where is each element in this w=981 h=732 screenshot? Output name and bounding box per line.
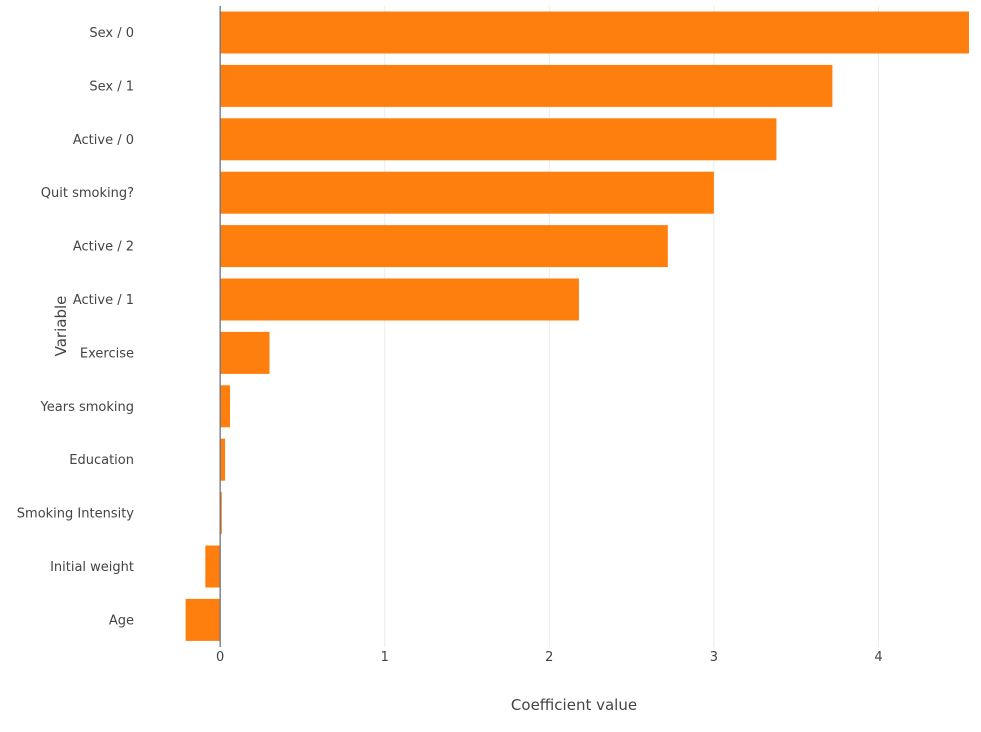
- x-tick-label-4: 4: [874, 650, 882, 665]
- bar-initial-weight: [205, 545, 221, 588]
- bar-sex-1: [220, 64, 833, 107]
- x-tick-label-0: 0: [216, 650, 224, 665]
- bar-education: [220, 438, 226, 481]
- y-tick-label-smoking-intensity: Smoking Intensity: [17, 507, 135, 522]
- bar-exercise: [220, 331, 270, 374]
- bars: [185, 11, 970, 641]
- y-tick-label-sex-0: Sex / 0: [89, 26, 134, 41]
- y-tick-label-years-smoking: Years smoking: [40, 400, 134, 415]
- x-tick-label-3: 3: [710, 650, 718, 665]
- y-tick-label-education: Education: [69, 453, 134, 468]
- bar-quit-smoking: [220, 171, 714, 214]
- y-tick-label-initial-weight: Initial weight: [50, 560, 134, 575]
- x-axis-title: Coefficient value: [511, 696, 637, 714]
- bar-age: [185, 598, 221, 641]
- bar-active-2: [220, 225, 668, 268]
- y-tick-label-exercise: Exercise: [80, 346, 134, 361]
- bar-active-0: [220, 118, 777, 161]
- y-axis-title: Variable: [52, 296, 70, 357]
- y-tick-label-active-2: Active / 2: [73, 240, 134, 255]
- y-tick-label-active-1: Active / 1: [73, 293, 134, 308]
- x-tick-label-2: 2: [545, 650, 553, 665]
- y-tick-label-sex-1: Sex / 1: [89, 79, 134, 94]
- y-tick-label-age: Age: [109, 613, 134, 628]
- x-tick-labels: 0 1 2 3 4: [216, 650, 883, 665]
- x-tick-label-1: 1: [381, 650, 389, 665]
- y-tick-label-quit-smoking: Quit smoking?: [41, 186, 134, 201]
- bar-years-smoking: [220, 385, 231, 428]
- bar-active-1: [220, 278, 579, 321]
- y-tick-label-active-0: Active / 0: [73, 133, 134, 148]
- y-tick-labels: Sex / 0 Sex / 1 Active / 0 Quit smoking? Act…: [17, 26, 135, 628]
- gridlines: [384, 6, 879, 647]
- bar-sex-0: [220, 11, 970, 54]
- bar-smoking-intensity: [220, 492, 222, 535]
